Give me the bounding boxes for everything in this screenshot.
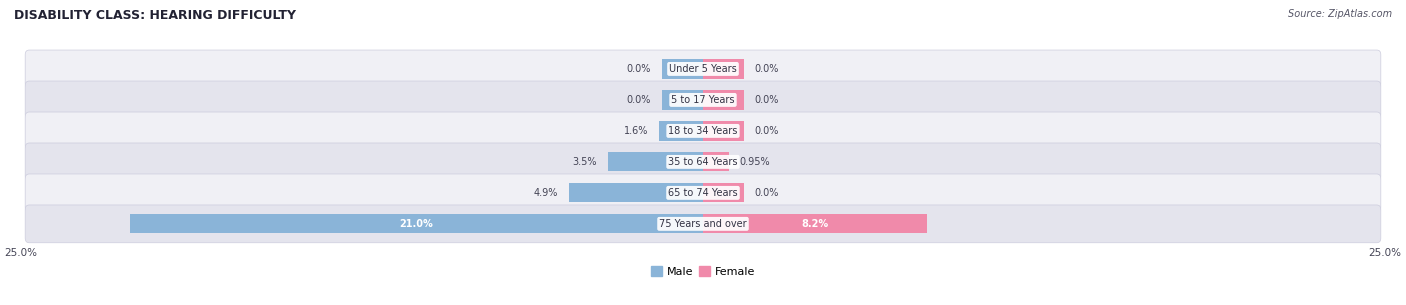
Text: Source: ZipAtlas.com: Source: ZipAtlas.com: [1288, 9, 1392, 19]
FancyBboxPatch shape: [25, 143, 1381, 181]
Bar: [662, 59, 703, 79]
Text: 21.0%: 21.0%: [399, 219, 433, 229]
Bar: [131, 214, 703, 233]
Bar: [569, 183, 703, 203]
Bar: [659, 121, 703, 141]
Legend: Male, Female: Male, Female: [647, 262, 759, 282]
Text: 0.0%: 0.0%: [627, 64, 651, 74]
Bar: [703, 90, 744, 109]
Text: 4.9%: 4.9%: [534, 188, 558, 198]
Text: DISABILITY CLASS: HEARING DIFFICULTY: DISABILITY CLASS: HEARING DIFFICULTY: [14, 9, 297, 22]
Text: 1.6%: 1.6%: [624, 126, 648, 136]
Text: 75 Years and over: 75 Years and over: [659, 219, 747, 229]
Text: 35 to 64 Years: 35 to 64 Years: [668, 157, 738, 167]
Text: 0.0%: 0.0%: [755, 188, 779, 198]
FancyBboxPatch shape: [25, 174, 1381, 212]
Bar: [703, 214, 927, 233]
Text: 0.0%: 0.0%: [755, 64, 779, 74]
Bar: [703, 152, 728, 171]
Bar: [703, 183, 744, 203]
Text: 5 to 17 Years: 5 to 17 Years: [671, 95, 735, 105]
Bar: [703, 59, 744, 79]
Text: 0.0%: 0.0%: [627, 95, 651, 105]
Text: 3.5%: 3.5%: [572, 157, 596, 167]
Text: 18 to 34 Years: 18 to 34 Years: [668, 126, 738, 136]
Text: 0.95%: 0.95%: [740, 157, 770, 167]
Text: 0.0%: 0.0%: [755, 126, 779, 136]
FancyBboxPatch shape: [25, 205, 1381, 243]
Text: 65 to 74 Years: 65 to 74 Years: [668, 188, 738, 198]
Bar: [607, 152, 703, 171]
Bar: [662, 90, 703, 109]
FancyBboxPatch shape: [25, 112, 1381, 150]
Text: 0.0%: 0.0%: [755, 95, 779, 105]
FancyBboxPatch shape: [25, 81, 1381, 119]
FancyBboxPatch shape: [25, 50, 1381, 88]
Bar: [703, 121, 744, 141]
Text: Under 5 Years: Under 5 Years: [669, 64, 737, 74]
Text: 8.2%: 8.2%: [801, 219, 828, 229]
